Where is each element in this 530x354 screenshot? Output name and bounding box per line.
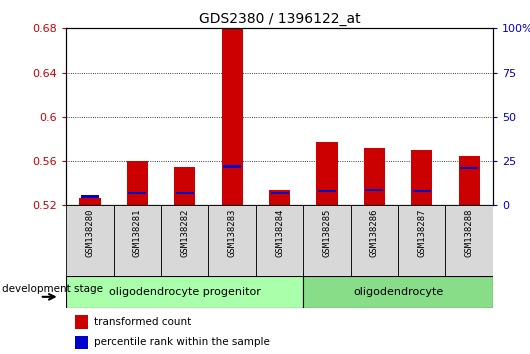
Text: GSM138281: GSM138281 — [133, 209, 142, 257]
Bar — [460, 167, 478, 169]
Bar — [446, 205, 493, 276]
Text: GSM138286: GSM138286 — [370, 209, 379, 257]
Text: development stage: development stage — [2, 284, 103, 294]
Bar — [318, 190, 336, 192]
Bar — [223, 165, 241, 168]
Bar — [269, 190, 290, 205]
Text: GSM138285: GSM138285 — [322, 209, 331, 257]
Text: percentile rank within the sample: percentile rank within the sample — [94, 337, 270, 348]
Text: GSM138282: GSM138282 — [180, 209, 189, 257]
Bar — [413, 190, 431, 192]
Bar — [364, 148, 385, 205]
Bar — [208, 205, 256, 276]
Text: GSM138284: GSM138284 — [275, 209, 284, 257]
Bar — [365, 189, 383, 191]
Bar — [75, 336, 87, 349]
Bar — [256, 205, 303, 276]
Text: oligodendrocyte progenitor: oligodendrocyte progenitor — [109, 287, 261, 297]
Bar — [303, 276, 493, 308]
Text: GSM138287: GSM138287 — [417, 209, 426, 257]
Bar — [80, 198, 101, 205]
Text: GSM138280: GSM138280 — [85, 209, 94, 257]
Text: GSM138283: GSM138283 — [228, 209, 237, 257]
Title: GDS2380 / 1396122_at: GDS2380 / 1396122_at — [199, 12, 360, 26]
Bar — [174, 167, 196, 205]
Text: transformed count: transformed count — [94, 317, 191, 327]
Bar — [303, 205, 351, 276]
Bar — [161, 205, 208, 276]
Bar — [127, 161, 148, 205]
Bar — [75, 315, 87, 329]
Bar — [222, 28, 243, 205]
Bar — [270, 192, 289, 194]
Bar — [66, 276, 303, 308]
Bar — [351, 205, 398, 276]
Text: oligodendrocyte: oligodendrocyte — [353, 287, 443, 297]
Bar — [66, 205, 113, 276]
Bar — [458, 155, 480, 205]
Bar — [113, 205, 161, 276]
Bar — [398, 205, 446, 276]
Text: GSM138288: GSM138288 — [465, 209, 474, 257]
Bar — [316, 142, 338, 205]
Bar — [81, 195, 99, 198]
Bar — [128, 192, 146, 194]
Bar — [176, 192, 194, 194]
Bar — [411, 150, 432, 205]
